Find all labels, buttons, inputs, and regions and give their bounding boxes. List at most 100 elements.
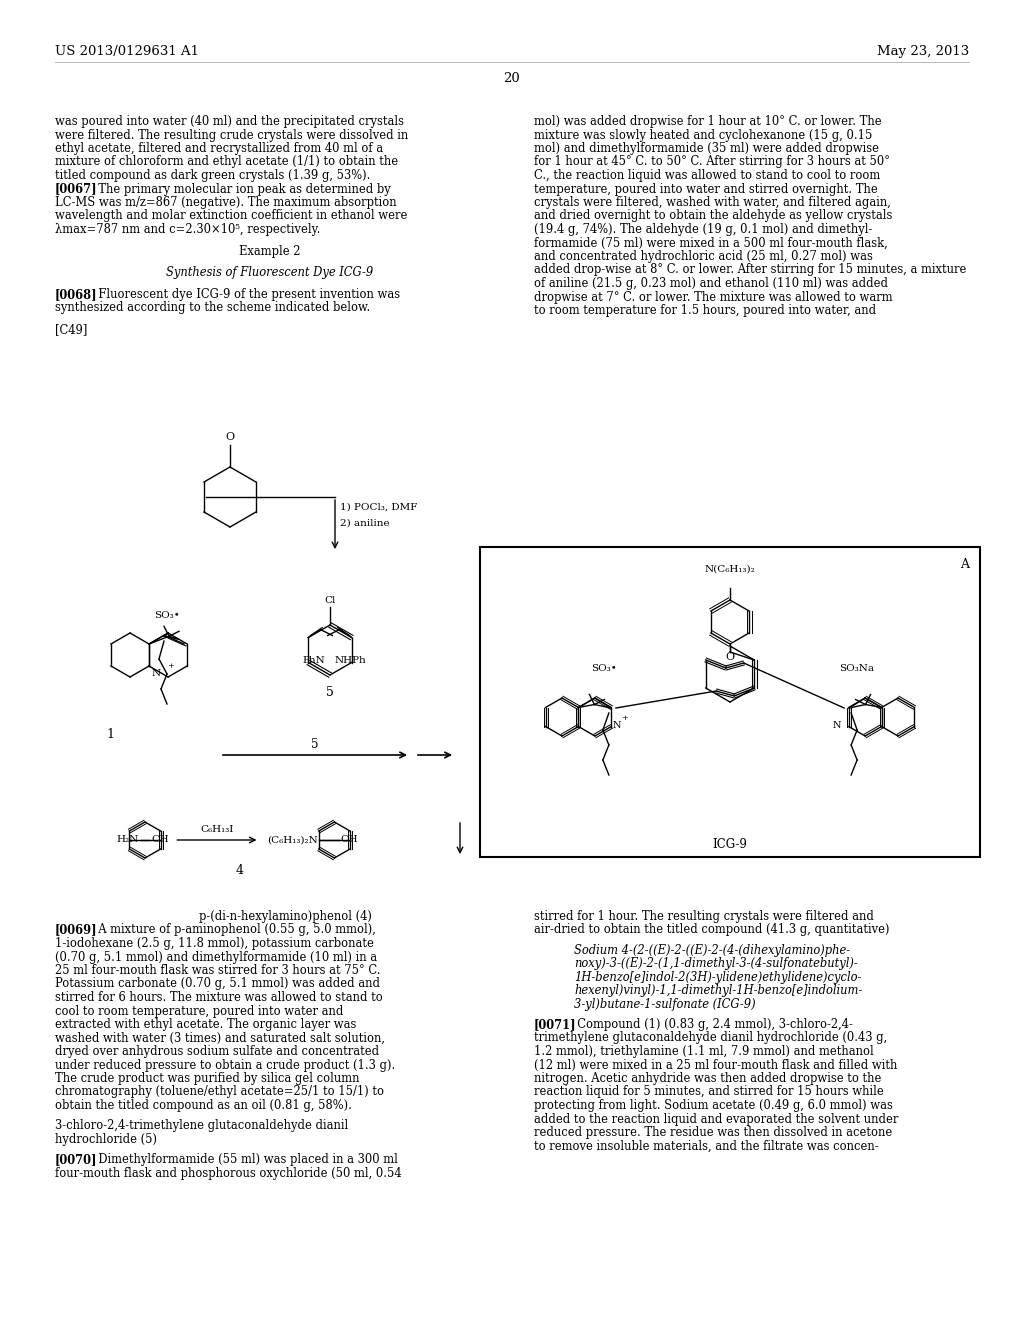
Text: obtain the titled compound as an oil (0.81 g, 58%).: obtain the titled compound as an oil (0.… bbox=[55, 1100, 352, 1111]
Text: +: + bbox=[167, 663, 174, 671]
Text: 2) aniline: 2) aniline bbox=[340, 519, 389, 528]
Text: OH: OH bbox=[152, 836, 169, 845]
Text: N: N bbox=[613, 722, 622, 730]
Text: 1-iodohexane (2.5 g, 11.8 mmol), potassium carbonate: 1-iodohexane (2.5 g, 11.8 mmol), potassi… bbox=[55, 937, 374, 950]
Text: 5: 5 bbox=[326, 685, 334, 698]
Text: nitrogen. Acetic anhydride was then added dropwise to the: nitrogen. Acetic anhydride was then adde… bbox=[534, 1072, 882, 1085]
Text: reaction liquid for 5 minutes, and stirred for 15 hours while: reaction liquid for 5 minutes, and stirr… bbox=[534, 1085, 884, 1098]
Text: (19.4 g, 74%). The aldehyde (19 g, 0.1 mol) and dimethyl-: (19.4 g, 74%). The aldehyde (19 g, 0.1 m… bbox=[534, 223, 872, 236]
Text: λmax=787 nm and c=2.30×10⁵, respectively.: λmax=787 nm and c=2.30×10⁵, respectively… bbox=[55, 223, 321, 236]
Text: hexenyl)vinyl)-1,1-dimethyl-1H-benzo[e]indolium-: hexenyl)vinyl)-1,1-dimethyl-1H-benzo[e]i… bbox=[574, 985, 862, 997]
Text: synthesized according to the scheme indicated below.: synthesized according to the scheme indi… bbox=[55, 301, 371, 314]
Text: N(C₆H₁₃)₂: N(C₆H₁₃)₂ bbox=[705, 565, 756, 573]
Text: dropwise at 7° C. or lower. The mixture was allowed to warm: dropwise at 7° C. or lower. The mixture … bbox=[534, 290, 893, 304]
Text: and concentrated hydrochloric acid (25 ml, 0.27 mol) was: and concentrated hydrochloric acid (25 m… bbox=[534, 249, 872, 263]
Text: Potassium carbonate (0.70 g, 5.1 mmol) was added and: Potassium carbonate (0.70 g, 5.1 mmol) w… bbox=[55, 978, 380, 990]
Text: noxy)-3-((E)-2-(1,1-dimethyl-3-(4-sulfonatebutyl)-: noxy)-3-((E)-2-(1,1-dimethyl-3-(4-sulfon… bbox=[574, 957, 858, 970]
Text: protecting from light. Sodium acetate (0.49 g, 6.0 mmol) was: protecting from light. Sodium acetate (0… bbox=[534, 1100, 893, 1111]
Text: to remove insoluble materials, and the filtrate was concen-: to remove insoluble materials, and the f… bbox=[534, 1139, 879, 1152]
Text: [0070]: [0070] bbox=[55, 1152, 97, 1166]
Text: O: O bbox=[725, 652, 734, 663]
Text: 3-chloro-2,4-trimethylene glutaconaldehyde dianil: 3-chloro-2,4-trimethylene glutaconaldehy… bbox=[55, 1119, 348, 1133]
Text: A: A bbox=[961, 558, 970, 572]
Text: SO₃•: SO₃• bbox=[155, 611, 180, 620]
Text: [C49]: [C49] bbox=[55, 323, 87, 335]
Text: [0068]: [0068] bbox=[55, 288, 97, 301]
Text: under reduced pressure to obtain a crude product (1.3 g).: under reduced pressure to obtain a crude… bbox=[55, 1059, 395, 1072]
Text: 25 ml four-mouth flask was stirred for 3 hours at 75° C.: 25 ml four-mouth flask was stirred for 3… bbox=[55, 964, 381, 977]
Text: Fluorescent dye ICG-9 of the present invention was: Fluorescent dye ICG-9 of the present inv… bbox=[91, 288, 400, 301]
Text: SO₃Na: SO₃Na bbox=[839, 664, 873, 673]
Text: mol) was added dropwise for 1 hour at 10° C. or lower. The: mol) was added dropwise for 1 hour at 10… bbox=[534, 115, 882, 128]
Text: [0069]: [0069] bbox=[55, 924, 97, 936]
Text: Example 2: Example 2 bbox=[240, 244, 301, 257]
Text: [0067]: [0067] bbox=[55, 182, 97, 195]
Text: extracted with ethyl acetate. The organic layer was: extracted with ethyl acetate. The organi… bbox=[55, 1018, 356, 1031]
Text: 1H-benzo[e]indol-2(3H)-ylidene)ethylidene)cyclo-: 1H-benzo[e]indol-2(3H)-ylidene)ethyliden… bbox=[574, 970, 861, 983]
Text: 3-yl)butane-1-sulfonate (ICG-9): 3-yl)butane-1-sulfonate (ICG-9) bbox=[574, 998, 756, 1011]
Text: 5: 5 bbox=[311, 738, 318, 751]
Text: +: + bbox=[621, 714, 628, 722]
Text: chromatography (toluene/ethyl acetate=25/1 to 15/1) to: chromatography (toluene/ethyl acetate=25… bbox=[55, 1085, 384, 1098]
Text: ethyl acetate, filtered and recrystallized from 40 ml of a: ethyl acetate, filtered and recrystalliz… bbox=[55, 143, 383, 154]
Text: N: N bbox=[833, 722, 841, 730]
Text: of aniline (21.5 g, 0.23 mol) and ethanol (110 ml) was added: of aniline (21.5 g, 0.23 mol) and ethano… bbox=[534, 277, 888, 290]
Text: NHPh: NHPh bbox=[335, 656, 367, 665]
Text: SO₃•: SO₃• bbox=[591, 664, 616, 673]
Text: p-(di-n-hexylamino)phenol (4): p-(di-n-hexylamino)phenol (4) bbox=[199, 909, 372, 923]
Text: C., the reaction liquid was allowed to stand to cool to room: C., the reaction liquid was allowed to s… bbox=[534, 169, 881, 182]
Text: The primary molecular ion peak as determined by: The primary molecular ion peak as determ… bbox=[91, 182, 391, 195]
Text: 20: 20 bbox=[504, 73, 520, 84]
Text: titled compound as dark green crystals (1.39 g, 53%).: titled compound as dark green crystals (… bbox=[55, 169, 371, 182]
Text: and dried overnight to obtain the aldehyde as yellow crystals: and dried overnight to obtain the aldehy… bbox=[534, 210, 892, 223]
Text: stirred for 6 hours. The mixture was allowed to stand to: stirred for 6 hours. The mixture was all… bbox=[55, 991, 383, 1005]
Text: ICG-9: ICG-9 bbox=[713, 838, 748, 851]
Text: Synthesis of Fluorescent Dye ICG-9: Synthesis of Fluorescent Dye ICG-9 bbox=[166, 267, 374, 280]
Text: mixture of chloroform and ethyl acetate (1/1) to obtain the: mixture of chloroform and ethyl acetate … bbox=[55, 156, 398, 169]
Text: added to the reaction liquid and evaporated the solvent under: added to the reaction liquid and evapora… bbox=[534, 1113, 898, 1126]
Text: OH: OH bbox=[341, 836, 358, 845]
Text: 1.2 mmol), triethylamine (1.1 ml, 7.9 mmol) and methanol: 1.2 mmol), triethylamine (1.1 ml, 7.9 mm… bbox=[534, 1045, 873, 1059]
Text: dryed over anhydrous sodium sulfate and concentrated: dryed over anhydrous sodium sulfate and … bbox=[55, 1045, 379, 1059]
Text: to room temperature for 1.5 hours, poured into water, and: to room temperature for 1.5 hours, poure… bbox=[534, 304, 877, 317]
Text: formamide (75 ml) were mixed in a 500 ml four-mouth flask,: formamide (75 ml) were mixed in a 500 ml… bbox=[534, 236, 888, 249]
Text: C₆H₁₃I: C₆H₁₃I bbox=[201, 825, 233, 834]
Text: reduced pressure. The residue was then dissolved in acetone: reduced pressure. The residue was then d… bbox=[534, 1126, 892, 1139]
Text: 1: 1 bbox=[106, 729, 114, 742]
Text: for 1 hour at 45° C. to 50° C. After stirring for 3 hours at 50°: for 1 hour at 45° C. to 50° C. After sti… bbox=[534, 156, 890, 169]
Text: hydrochloride (5): hydrochloride (5) bbox=[55, 1133, 157, 1146]
Text: US 2013/0129631 A1: US 2013/0129631 A1 bbox=[55, 45, 199, 58]
Text: wavelength and molar extinction coefficient in ethanol were: wavelength and molar extinction coeffici… bbox=[55, 210, 408, 223]
Text: N: N bbox=[152, 669, 161, 678]
Bar bbox=[480, 546, 980, 857]
Text: May 23, 2013: May 23, 2013 bbox=[877, 45, 969, 58]
Text: temperature, poured into water and stirred overnight. The: temperature, poured into water and stirr… bbox=[534, 182, 878, 195]
Text: washed with water (3 times) and saturated salt solution,: washed with water (3 times) and saturate… bbox=[55, 1031, 385, 1044]
Text: [0071]: [0071] bbox=[534, 1018, 577, 1031]
Text: (C₆H₁₃)₂N: (C₆H₁₃)₂N bbox=[267, 836, 318, 845]
Text: air-dried to obtain the titled compound (41.3 g, quantitative): air-dried to obtain the titled compound … bbox=[534, 924, 890, 936]
Text: were filtered. The resulting crude crystals were dissolved in: were filtered. The resulting crude cryst… bbox=[55, 128, 409, 141]
Text: LC-MS was m/z=867 (negative). The maximum absorption: LC-MS was m/z=867 (negative). The maximu… bbox=[55, 195, 396, 209]
Text: The crude product was purified by silica gel column: The crude product was purified by silica… bbox=[55, 1072, 359, 1085]
Text: stirred for 1 hour. The resulting crystals were filtered and: stirred for 1 hour. The resulting crysta… bbox=[534, 909, 873, 923]
Text: Sodium 4-(2-((E)-2-((E)-2-(4-(dihexylamino)phe-: Sodium 4-(2-((E)-2-((E)-2-(4-(dihexylami… bbox=[574, 944, 850, 957]
Text: crystals were filtered, washed with water, and filtered again,: crystals were filtered, washed with wate… bbox=[534, 195, 891, 209]
Text: 4: 4 bbox=[236, 863, 244, 876]
Text: (0.70 g, 5.1 mmol) and dimethylformamide (10 ml) in a: (0.70 g, 5.1 mmol) and dimethylformamide… bbox=[55, 950, 377, 964]
Text: mol) and dimethylformamide (35 ml) were added dropwise: mol) and dimethylformamide (35 ml) were … bbox=[534, 143, 879, 154]
Text: (12 ml) were mixed in a 25 ml four-mouth flask and filled with: (12 ml) were mixed in a 25 ml four-mouth… bbox=[534, 1059, 897, 1072]
Text: was poured into water (40 ml) and the precipitated crystals: was poured into water (40 ml) and the pr… bbox=[55, 115, 404, 128]
Text: Compound (1) (0.83 g, 2.4 mmol), 3-chloro-2,4-: Compound (1) (0.83 g, 2.4 mmol), 3-chlor… bbox=[570, 1018, 853, 1031]
Text: added drop-wise at 8° C. or lower. After stirring for 15 minutes, a mixture: added drop-wise at 8° C. or lower. After… bbox=[534, 264, 967, 276]
Text: PhN: PhN bbox=[303, 656, 326, 665]
Text: Dimethylformamide (55 ml) was placed in a 300 ml: Dimethylformamide (55 ml) was placed in … bbox=[91, 1152, 398, 1166]
Text: A mixture of p-aminophenol (0.55 g, 5.0 mmol),: A mixture of p-aminophenol (0.55 g, 5.0 … bbox=[91, 924, 376, 936]
Text: cool to room temperature, poured into water and: cool to room temperature, poured into wa… bbox=[55, 1005, 343, 1018]
Text: H₂N: H₂N bbox=[117, 836, 138, 845]
Text: O: O bbox=[225, 432, 234, 442]
Text: four-mouth flask and phosphorous oxychloride (50 ml, 0.54: four-mouth flask and phosphorous oxychlo… bbox=[55, 1167, 401, 1180]
Text: Cl: Cl bbox=[325, 597, 336, 605]
Text: trimethylene glutaconaldehyde dianil hydrochloride (0.43 g,: trimethylene glutaconaldehyde dianil hyd… bbox=[534, 1031, 887, 1044]
Text: mixture was slowly heated and cyclohexanone (15 g, 0.15: mixture was slowly heated and cyclohexan… bbox=[534, 128, 872, 141]
